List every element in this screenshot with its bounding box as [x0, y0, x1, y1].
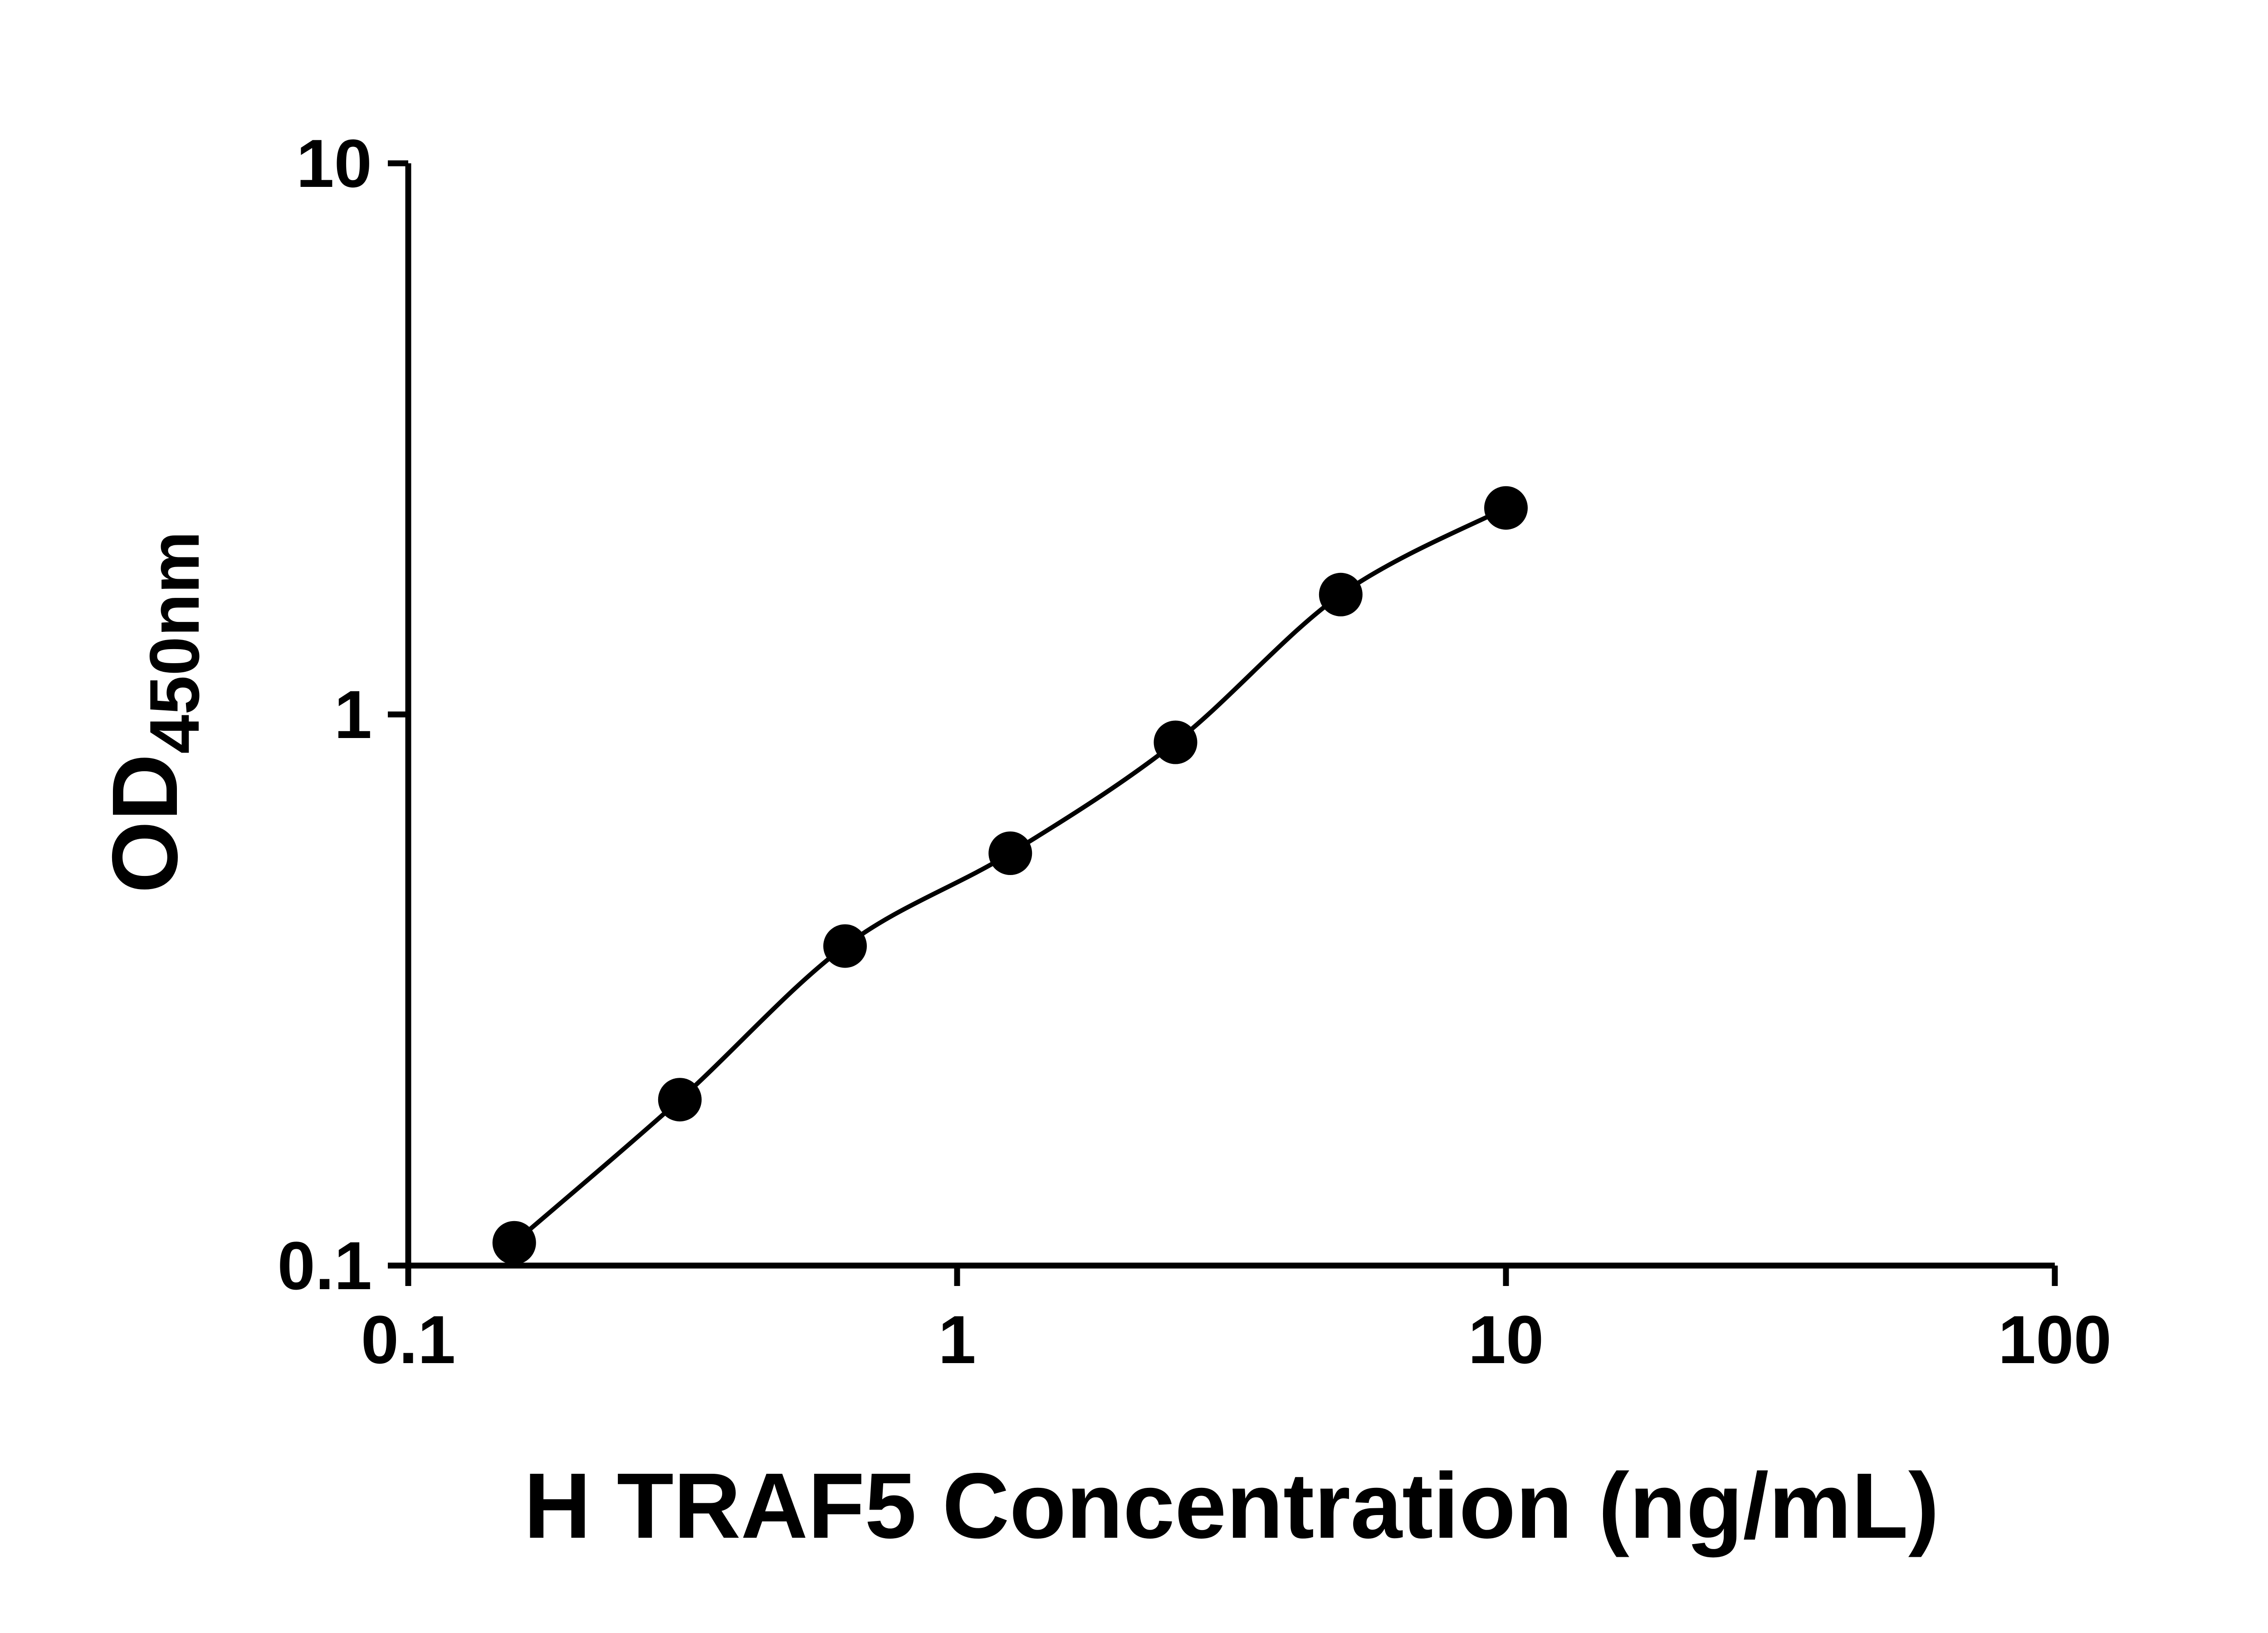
- data-point: [988, 831, 1032, 875]
- y-axis-title: OD450nm: [93, 531, 214, 894]
- data-point: [1154, 720, 1198, 764]
- data-point: [823, 924, 867, 968]
- x-tick-label: 1: [938, 1301, 976, 1378]
- y-axis-tick-labels: 0.1 1 10: [277, 125, 372, 1304]
- x-tick-label: 0.1: [361, 1301, 456, 1378]
- x-axis-ticks: [405, 1266, 2058, 1286]
- data-point: [658, 1078, 702, 1122]
- data-point: [1484, 486, 1528, 530]
- data-point: [1319, 572, 1363, 616]
- fit-curve: [512, 505, 1508, 1245]
- data-points: [492, 486, 1528, 1265]
- y-axis-title-subscript: 450nm: [135, 531, 214, 754]
- x-axis-tick-labels: 0.1 1 10 100: [361, 1301, 2112, 1378]
- x-tick-label: 10: [1468, 1301, 1544, 1378]
- y-axis-ticks: [388, 160, 408, 1269]
- x-tick-label: 100: [1998, 1301, 2112, 1378]
- y-tick-label: 1: [334, 676, 372, 753]
- y-tick-label: 10: [296, 125, 372, 201]
- x-axis-title: H TRAF5 Concentration (ng/mL): [524, 1454, 1939, 1558]
- y-tick-label: 0.1: [277, 1227, 372, 1304]
- axis-lines: [405, 163, 2055, 1269]
- y-axis-title-main: OD: [93, 754, 197, 894]
- data-point: [492, 1221, 536, 1265]
